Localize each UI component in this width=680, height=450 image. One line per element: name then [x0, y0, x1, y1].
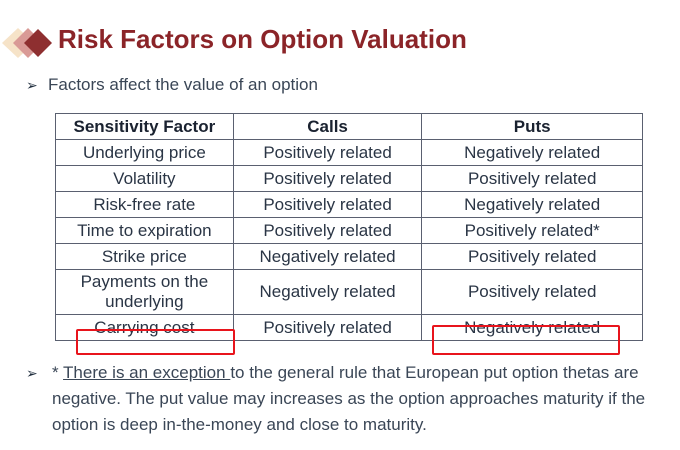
intro-bullet: ➢ Factors affect the value of an option	[26, 75, 318, 95]
note-asterisk: *	[52, 363, 64, 382]
table-row: Carrying cost Positively related Negativel…	[55, 314, 643, 341]
exception-link[interactable]: There is an exception	[63, 363, 231, 382]
exception-note: ➢ * There is an exception to the general…	[26, 360, 666, 434]
header-calls: Calls	[232, 113, 423, 140]
puts-cell: Positively related	[421, 243, 643, 270]
arrow-bullet-icon: ➢	[26, 365, 38, 381]
table-row: Time to expiration Positively related Posi…	[55, 217, 643, 244]
page-title: Risk Factors on Option Valuation	[58, 24, 467, 54]
table-row: Volatility Positively related Positively r…	[55, 165, 643, 192]
puts-cell: Negatively related	[421, 139, 643, 166]
table-row: Risk-free rate Positively related Negative…	[55, 191, 643, 218]
factor-cell: Volatility	[55, 165, 234, 192]
table-row: Payments on the underlying Negatively rel…	[55, 269, 643, 315]
table-row: Strike price Negatively related Positively…	[55, 243, 643, 270]
factor-cell: Strike price	[55, 243, 234, 270]
puts-cell: Negatively related	[421, 191, 643, 218]
calls-cell: Positively related	[232, 139, 423, 166]
table-header-row: Sensitivity Factor Calls Puts	[55, 113, 643, 140]
calls-cell: Negatively related	[232, 269, 423, 315]
puts-cell: Positively related	[421, 269, 643, 315]
table-row: Underlying price Positively related Negati…	[55, 139, 643, 166]
factor-cell: Time to expiration	[55, 217, 234, 244]
header-puts: Puts	[421, 113, 643, 140]
highlight-box-carrying-cost	[76, 329, 235, 355]
diamond-logo-icon	[2, 28, 52, 58]
puts-cell: Positively related*	[421, 217, 643, 244]
factor-cell: Carrying cost	[55, 314, 234, 341]
sensitivity-table: Sensitivity Factor Calls Puts Underlying…	[55, 113, 643, 341]
calls-cell: Positively related	[232, 191, 423, 218]
calls-cell: Negatively related	[232, 243, 423, 270]
intro-text: Factors affect the value of an option	[48, 75, 318, 94]
factor-cell: Underlying price	[55, 139, 234, 166]
calls-cell: Positively related	[232, 217, 423, 244]
calls-cell: Positively related	[232, 165, 423, 192]
note-text: to the general rule that European put op…	[52, 363, 646, 434]
factor-cell: Payments on the underlying	[55, 269, 234, 315]
calls-cell: Positively related	[232, 314, 423, 341]
header-factor: Sensitivity Factor	[55, 113, 234, 140]
highlight-box-puts-carrying	[432, 325, 620, 355]
factor-cell: Risk-free rate	[55, 191, 234, 218]
puts-cell: Negatively related	[421, 314, 643, 341]
arrow-bullet-icon: ➢	[26, 77, 38, 93]
puts-cell: Positively related	[421, 165, 643, 192]
